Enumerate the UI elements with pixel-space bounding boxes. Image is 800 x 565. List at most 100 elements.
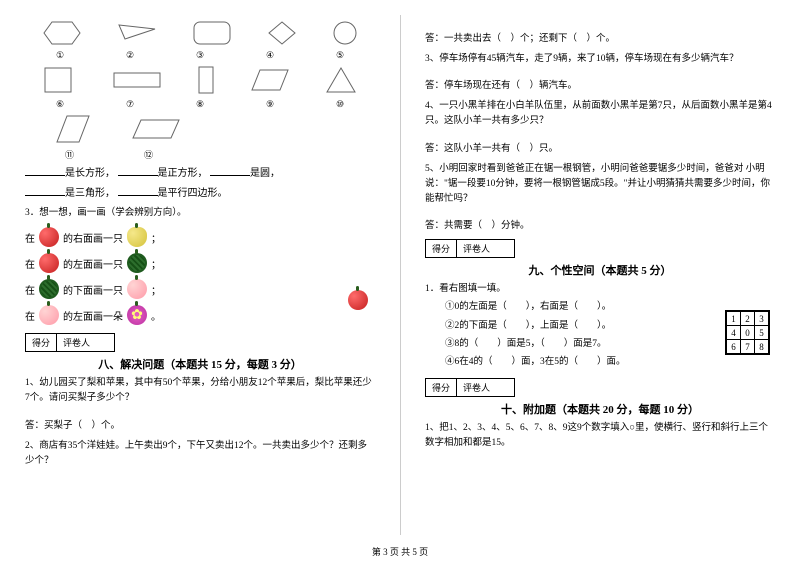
grid-cell: 4 [727, 326, 741, 340]
draw-suffix: 。 [151, 308, 161, 323]
grid-cell: 5 [755, 326, 769, 340]
shape-label: ④ [266, 50, 274, 61]
apple-icon [39, 227, 59, 247]
a8-4: 答：这队小羊一共有（ ）只。 [425, 140, 775, 154]
draw-row: 在 的左面画一只 ； [25, 253, 375, 273]
q3-title: 3．想一想，画一画（学会辨别方向）。 [25, 206, 375, 221]
blank-label: 是平行四边形。 [158, 188, 228, 199]
grid-cell: 7 [741, 340, 755, 354]
draw-prefix: 在 [25, 230, 35, 245]
q9-1b: ②2的下面是（ ），上面是（ ）。 [425, 319, 775, 334]
a8-2: 答：一共卖出去（ ）个；还剩下（ ）个。 [425, 30, 775, 44]
labels-row-3: ⑪ ⑫ [25, 148, 375, 161]
q9-1d: ④6在4的（ ）面，3在5的（ ）面。 [425, 355, 775, 370]
rectangle-shape [112, 71, 162, 89]
shapes-row-3 [25, 114, 375, 144]
shapes-row-1 [25, 20, 375, 46]
parallelogram2-shape [131, 118, 181, 140]
fill-blank-line-2: 是三角形， 是平行四边形。 [25, 185, 375, 203]
grid-cell: 3 [755, 312, 769, 326]
draw-row: 在 的左面画一朵 。 [25, 305, 375, 325]
marker-label: 评卷人 [57, 334, 96, 351]
draw-mid: 的右面画一只 [63, 230, 123, 245]
blank-label: 是三角形， [65, 188, 115, 199]
draw-prefix: 在 [25, 282, 35, 297]
number-grid: 123405678 [725, 310, 770, 355]
score-label: 得分 [26, 334, 57, 351]
rounded-rect-shape [192, 20, 232, 46]
triangle-flag-shape [117, 23, 157, 43]
fill-blank-line-1: 是长方形， 是正方形， 是圆， [25, 165, 375, 183]
q8-2: 2、商店有35个洋娃娃。上午卖出9个，下午又卖出12个。一共卖出多少个？还剩多少… [25, 439, 375, 469]
draw-suffix: ； [151, 256, 161, 271]
trapezoid-shape [250, 68, 290, 92]
q8-3: 3、停车场停有45辆汽车，走了9辆，来了10辆，停车场现在有多少辆汽车？ [425, 52, 775, 67]
q8-5: 5、小明回家时看到爸爸正在锯一根钢管，小明问爸爸要锯多少时间，爸爸对 小明说："… [425, 162, 775, 208]
blank-label: 是正方形， [158, 168, 208, 179]
watermelon-icon [39, 279, 59, 299]
score-label: 得分 [426, 379, 457, 396]
shape-label: ⑩ [336, 99, 344, 110]
draw-row: 在 的右面画一只 ； [25, 227, 375, 247]
floating-apple-icon [348, 290, 368, 310]
marker-label: 评卷人 [457, 240, 496, 257]
q9-1c: ③8的（ ）面是5，（ ）面是7。 [425, 337, 775, 352]
grid-cell: 8 [755, 340, 769, 354]
shapes-row-2 [25, 65, 375, 95]
grid-cell: 6 [727, 340, 741, 354]
grid-cell: 1 [727, 312, 741, 326]
draw-mid: 的左面画一朵 [63, 308, 123, 323]
shape-label: ⑦ [126, 99, 134, 110]
right-column: 答：一共卖出去（ ）个；还剩下（ ）个。 3、停车场停有45辆汽车，走了9辆，来… [400, 0, 800, 540]
hexagon-shape [42, 20, 82, 46]
q8-1: 1、幼儿园买了梨和苹果，其中有50个苹果，分给小朋友12个苹果后，梨比苹果还少7… [25, 376, 375, 406]
section-10-title: 十、附加题（本题共 20 分，每题 10 分） [425, 401, 775, 417]
q9-1: 1．看右图填一填。 [425, 282, 775, 297]
a8-5: 答：共需要（ ）分钟。 [425, 217, 775, 231]
q9-1a: ①0的左面是（ ），右面是（ ）。 [425, 300, 775, 315]
draw-row: 在 的下面画一只 ； [25, 279, 375, 299]
shape-label: ③ [196, 50, 204, 61]
section-8-title: 八、解决问题（本题共 15 分，每题 3 分） [25, 356, 375, 372]
draw-mid: 的左面画一只 [63, 256, 123, 271]
shape-label: ② [126, 50, 134, 61]
marker-label: 评卷人 [457, 379, 496, 396]
draw-suffix: ； [151, 230, 161, 245]
draw-rows-container: 在 的右面画一只 ；在 的左面画一只 ；在 的下面画一只 ；在 的左面画一朵 。 [25, 227, 375, 325]
page-footer: 第 3 页 共 5 页 [0, 540, 800, 558]
square-shape [43, 66, 77, 94]
draw-prefix: 在 [25, 256, 35, 271]
score-box: 得分 评卷人 [25, 333, 115, 352]
draw-prefix: 在 [25, 308, 35, 323]
shape-label: ⑧ [196, 99, 204, 110]
labels-row-2: ⑥ ⑦ ⑧ ⑨ ⑩ [25, 99, 375, 110]
pear-icon [127, 227, 147, 247]
flower-icon [127, 305, 147, 325]
score-label: 得分 [426, 240, 457, 257]
peach-icon [127, 279, 147, 299]
worksheet-page: ① ② ③ ④ ⑤ ⑥ ⑦ ⑧ ⑨ ⑩ ⑪ ⑫ [0, 0, 800, 540]
shape-label: ⑥ [56, 99, 64, 110]
draw-suffix: ； [151, 282, 161, 297]
section-9-title: 九、个性空间（本题共 5 分） [425, 262, 775, 278]
score-box-10: 得分 评卷人 [425, 378, 515, 397]
draw-mid: 的下面画一只 [63, 282, 123, 297]
blank-label: 是长方形， [65, 168, 115, 179]
shape-label: ⑨ [266, 99, 274, 110]
q10-1: 1、把1、2、3、4、5、6、7、8、9这9个数字填入○里，使横行、竖行和斜行上… [425, 421, 775, 451]
a8-1: 答：买梨子（ ）个。 [25, 417, 375, 431]
grid-cell: 0 [741, 326, 755, 340]
shape-label: ⑫ [144, 148, 153, 161]
triangle-shape [325, 66, 357, 94]
circle-shape [332, 20, 358, 46]
grid-cell: 2 [741, 312, 755, 326]
q8-4: 4、一只小黑羊排在小白羊队伍里，从前面数小黑羊是第7只，从后面数小黑羊是第4只。… [425, 99, 775, 129]
watermelon-icon [127, 253, 147, 273]
diamond-shape [267, 20, 297, 46]
labels-row-1: ① ② ③ ④ ⑤ [25, 50, 375, 61]
shape-label: ⑤ [336, 50, 344, 61]
a8-3: 答：停车场现在还有（ ）辆汽车。 [425, 77, 775, 91]
peach-icon [39, 305, 59, 325]
blank-label: 是圆， [250, 168, 280, 179]
shape-label: ⑪ [65, 148, 74, 161]
